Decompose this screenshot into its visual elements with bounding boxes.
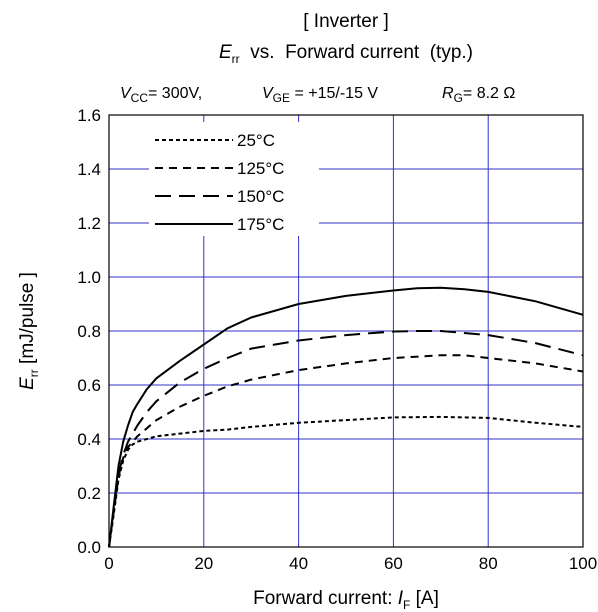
- legend-label: 125°C: [237, 159, 284, 178]
- x-tick-label: 60: [384, 554, 403, 573]
- legend: 25°C 125°C 150°C 175°C: [149, 122, 319, 236]
- series-line-175c: [108, 286, 584, 548]
- series-line-150c: [108, 330, 584, 548]
- series-lines: [108, 286, 584, 548]
- x-tick-label: 80: [479, 554, 498, 573]
- plot-area: 25°C 125°C 150°C 175°C: [108, 114, 584, 548]
- chart-subtitle: Err vs. Forward current (typ.): [219, 42, 473, 66]
- x-tick-label: 0: [104, 554, 113, 573]
- y-tick-label: 1.4: [77, 160, 101, 179]
- y-axis-ticks: 0.0 0.2 0.4 0.6 0.8 1.0 1.2 1.4 1.6: [77, 106, 101, 557]
- legend-label: 25°C: [237, 131, 275, 150]
- legend-label: 175°C: [237, 215, 284, 234]
- y-tick-label: 1.0: [77, 268, 101, 287]
- y-tick-label: 1.2: [77, 214, 101, 233]
- plot-frame: [108, 114, 584, 548]
- chart-title: [ Inverter ]: [303, 11, 389, 32]
- condition-vcc: VCC= 300V,: [120, 85, 202, 105]
- x-axis-label: Forward current: IF [A]: [253, 588, 439, 612]
- y-tick-label: 0.8: [77, 322, 101, 341]
- y-tick-label: 0.0: [77, 538, 101, 557]
- condition-rg: RG= 8.2 Ω: [442, 85, 515, 105]
- x-tick-label: 20: [194, 554, 213, 573]
- y-tick-label: 0.4: [77, 430, 101, 449]
- series-line-25c: [108, 415, 584, 548]
- x-axis-ticks: 0 20 40 60 80 100: [104, 554, 597, 573]
- x-tick-label: 100: [569, 554, 597, 573]
- y-tick-label: 0.2: [77, 484, 101, 503]
- y-tick-label: 0.6: [77, 376, 101, 395]
- legend-background: [149, 122, 319, 236]
- x-tick-label: 40: [289, 554, 308, 573]
- legend-label: 150°C: [237, 187, 284, 206]
- condition-vge: VGE = +15/-15 V: [262, 85, 378, 105]
- y-tick-label: 1.6: [77, 106, 101, 125]
- series-line-125c: [108, 354, 584, 548]
- y-axis-label: Err [mJ/pulse ]: [17, 272, 41, 390]
